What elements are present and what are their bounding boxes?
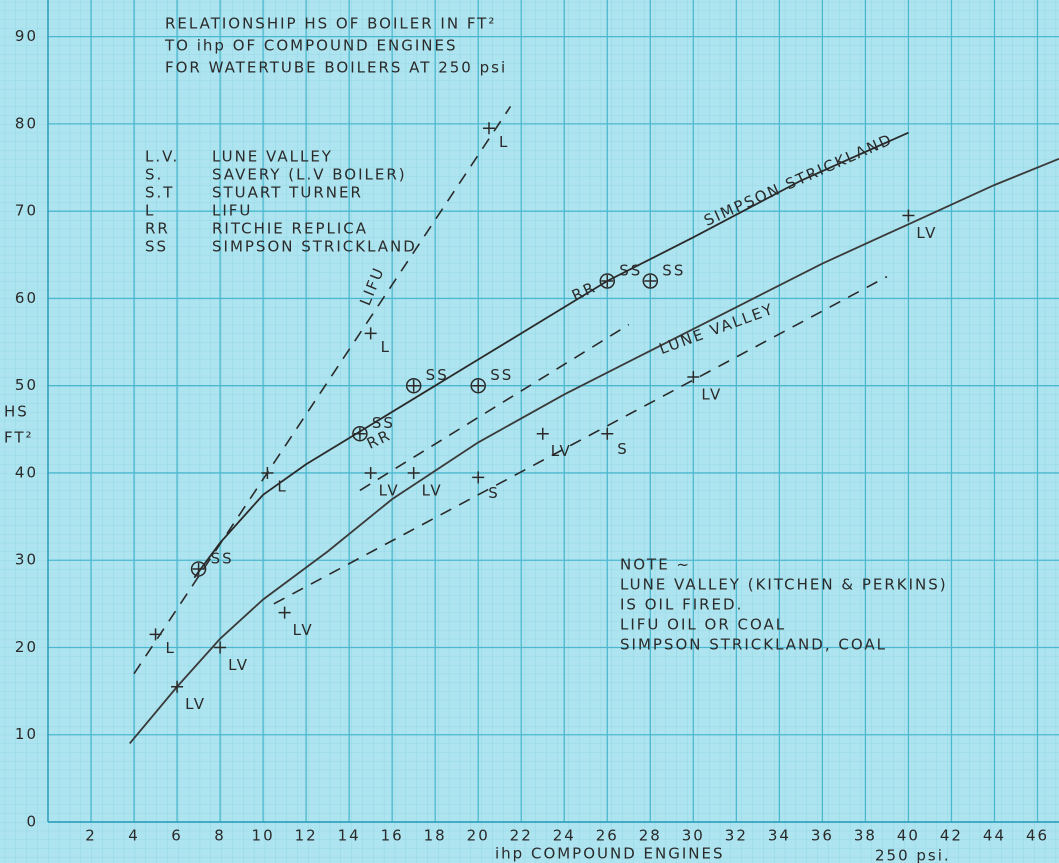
x-tick-label: 20 bbox=[467, 827, 490, 845]
point-label: L bbox=[277, 477, 287, 495]
chart-title: TO ihp OF COMPOUND ENGINES bbox=[164, 37, 457, 55]
data-point bbox=[353, 427, 367, 441]
chart-title: RELATIONSHIP HS OF BOILER IN FT² bbox=[165, 15, 496, 33]
x-tick-label: 16 bbox=[381, 827, 404, 845]
x-tick-label: 32 bbox=[725, 827, 748, 845]
y-tick-label: 70 bbox=[15, 202, 38, 220]
x-tick-label: 14 bbox=[338, 827, 361, 845]
key-label: LUNE VALLEY bbox=[212, 148, 333, 166]
data-point bbox=[643, 274, 657, 288]
x-tick-label: 18 bbox=[424, 827, 447, 845]
x-tick-label: 6 bbox=[171, 827, 183, 845]
key-label: RITCHIE REPLICA bbox=[212, 220, 368, 238]
data-point bbox=[192, 562, 206, 576]
note-line: SIMPSON STRICKLAND, COAL bbox=[620, 636, 887, 654]
note-line: LIFU OIL OR COAL bbox=[620, 616, 786, 634]
key-code: RR bbox=[145, 220, 170, 238]
data-point bbox=[600, 274, 614, 288]
x-tick-label: 46 bbox=[1026, 827, 1049, 845]
x-tick-label: 26 bbox=[596, 827, 619, 845]
key-label: SIMPSON STRICKLAND bbox=[212, 238, 417, 256]
key-code: SS bbox=[145, 238, 168, 256]
x-tick-label: 44 bbox=[983, 827, 1006, 845]
x-tick-label: 34 bbox=[768, 827, 791, 845]
point-label: S bbox=[488, 484, 500, 502]
x-tick-label: 36 bbox=[811, 827, 834, 845]
point-label: LV bbox=[379, 481, 400, 499]
x-tick-label: 10 bbox=[252, 827, 275, 845]
point-label: S bbox=[617, 440, 629, 458]
key-label: LIFU bbox=[212, 202, 252, 220]
x-axis-label-note: 250 psi. bbox=[875, 847, 951, 863]
y-tick-label: 60 bbox=[15, 289, 38, 307]
point-label: SS bbox=[426, 366, 449, 384]
x-tick-label: 8 bbox=[214, 827, 226, 845]
chart: 0102030405060708090246810121416182022242… bbox=[0, 0, 1059, 863]
y-tick-label: 90 bbox=[15, 27, 38, 45]
point-label: LV bbox=[185, 695, 206, 713]
note-line: LUNE VALLEY (KITCHEN & PERKINS) bbox=[620, 576, 948, 594]
y-axis-label: FT² bbox=[4, 429, 34, 447]
key-code: S. bbox=[145, 166, 163, 184]
x-tick-label: 38 bbox=[854, 827, 877, 845]
point-label: SS bbox=[490, 366, 513, 384]
note-line: IS OIL FIRED. bbox=[620, 596, 743, 614]
y-tick-label: 50 bbox=[15, 376, 38, 394]
point-label: SS bbox=[619, 261, 642, 279]
x-tick-label: 30 bbox=[682, 827, 705, 845]
chart-title: FOR WATERTUBE BOILERS AT 250 psi bbox=[165, 59, 507, 77]
key-code: L bbox=[145, 202, 155, 220]
point-label: SS bbox=[211, 549, 234, 567]
point-label: L bbox=[381, 338, 391, 356]
x-tick-label: 2 bbox=[85, 827, 97, 845]
y-tick-label: 80 bbox=[15, 114, 38, 132]
y-tick-label: 30 bbox=[15, 551, 38, 569]
point-label: LV bbox=[916, 224, 937, 242]
x-tick-label: 24 bbox=[553, 827, 576, 845]
point-label: LV bbox=[228, 656, 249, 674]
y-tick-label: 0 bbox=[26, 813, 38, 831]
point-label: LV bbox=[701, 385, 722, 403]
data-point bbox=[471, 379, 485, 393]
key-code: L.V. bbox=[145, 148, 179, 166]
point-label: LV bbox=[293, 621, 314, 639]
key-label: STUART TURNER bbox=[212, 184, 363, 202]
point-label: SS bbox=[662, 261, 685, 279]
x-axis-label: ihp COMPOUND ENGINES bbox=[495, 845, 725, 863]
point-label: LV bbox=[551, 442, 572, 460]
y-tick-label: 20 bbox=[15, 638, 38, 656]
key-label: SAVERY (L.V BOILER) bbox=[212, 166, 407, 184]
x-tick-label: 42 bbox=[940, 827, 963, 845]
x-tick-label: 22 bbox=[510, 827, 533, 845]
data-point bbox=[407, 379, 421, 393]
y-axis-label: HS bbox=[4, 403, 29, 421]
point-label: L bbox=[499, 133, 509, 151]
y-tick-label: 10 bbox=[15, 725, 38, 743]
x-tick-label: 40 bbox=[897, 827, 920, 845]
point-label: L bbox=[166, 639, 176, 657]
x-tick-label: 28 bbox=[639, 827, 662, 845]
point-label: SS bbox=[372, 414, 395, 432]
note-line: NOTE ~ bbox=[620, 556, 691, 574]
x-tick-label: 12 bbox=[295, 827, 318, 845]
x-tick-label: 4 bbox=[128, 827, 140, 845]
point-label: LV bbox=[422, 481, 443, 499]
y-tick-label: 40 bbox=[15, 463, 38, 481]
key-code: S.T bbox=[145, 184, 174, 202]
graph-paper bbox=[0, 0, 1059, 863]
